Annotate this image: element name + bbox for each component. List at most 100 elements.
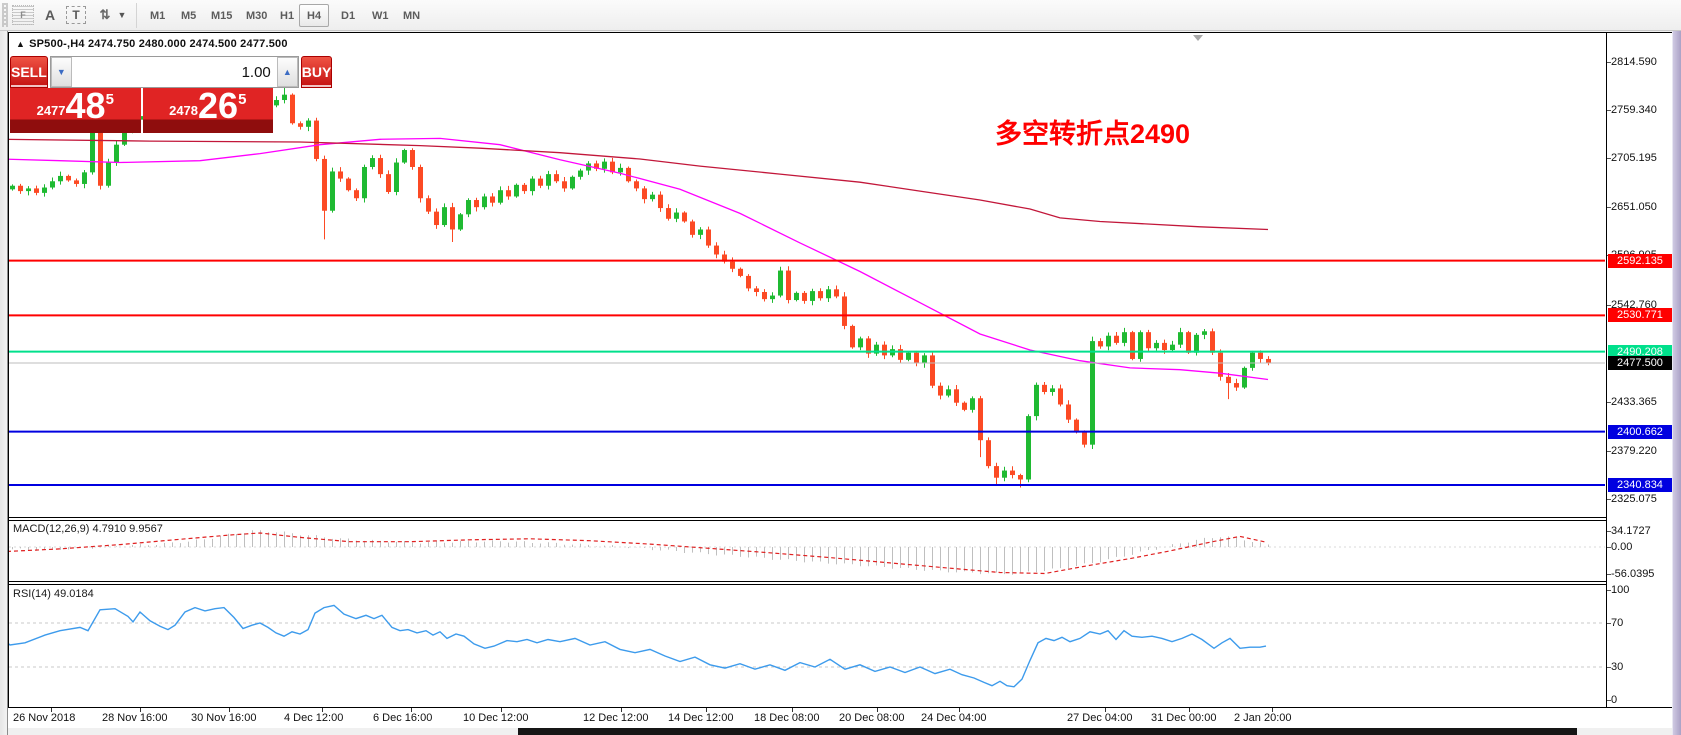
axis-tick-mark <box>1607 574 1611 575</box>
axis-tick-label: 0 <box>1611 694 1618 706</box>
splitter-macd-rsi[interactable] <box>8 581 1607 582</box>
price-level-badge: 2477.500 <box>1608 356 1672 370</box>
buy-button[interactable]: BUY <box>300 56 333 88</box>
axis-tick-mark <box>1607 623 1611 624</box>
text-label-icon[interactable]: A <box>44 7 56 23</box>
time-tick-mark <box>1189 708 1190 712</box>
time-tick-label: 18 Dec 08:00 <box>754 712 820 724</box>
axis-tick-mark <box>1607 451 1611 452</box>
sell-price-display[interactable]: 2477 48 5 <box>10 88 141 133</box>
buy-price-whole: 2478 <box>169 103 199 118</box>
price-level-badge: 2530.771 <box>1608 308 1672 322</box>
time-tick-label: 20 Dec 08:00 <box>839 712 905 724</box>
splitter-main-macd[interactable] <box>8 517 1607 518</box>
vertical-scrollbar[interactable] <box>1672 31 1681 735</box>
time-tick-mark <box>959 708 960 712</box>
tab-d1[interactable]: D1 <box>341 9 356 22</box>
time-tick-mark <box>1105 708 1106 712</box>
volume-input[interactable] <box>71 57 277 87</box>
time-tick-label: 31 Dec 00:00 <box>1151 712 1217 724</box>
axis-tick-label: 2814.590 <box>1611 56 1657 68</box>
toolbar-grip[interactable] <box>2 3 8 27</box>
time-tick-label: 2 Jan 20:00 <box>1234 712 1292 724</box>
volume-increase-button[interactable]: ▲ <box>276 57 298 87</box>
time-tick-label: 12 Dec 12:00 <box>583 712 649 724</box>
axis-tick-label: 0.00 <box>1611 541 1633 553</box>
axis-tick-mark <box>1607 700 1611 701</box>
axis-tick-label: 2325.075 <box>1611 493 1657 505</box>
buy-price-pips: 26 <box>198 85 239 126</box>
chart-border-bottom <box>8 707 1673 708</box>
indicator-grid-icon[interactable]: F <box>12 5 34 25</box>
axis-tick-mark <box>1607 110 1611 111</box>
time-tick-label: 27 Dec 04:00 <box>1067 712 1133 724</box>
axis-tick-label: 70 <box>1611 617 1624 629</box>
volume-stepper: ▼ ▲ <box>49 56 299 88</box>
crosshair-tools-icon[interactable]: ⇅ <box>99 7 111 22</box>
tab-w1[interactable]: W1 <box>372 9 389 22</box>
tab-m5[interactable]: M5 <box>181 9 197 22</box>
time-tick-label: 4 Dec 12:00 <box>284 712 344 724</box>
time-tick-label: 28 Nov 16:00 <box>102 712 168 724</box>
sell-price-fraction: 5 <box>105 91 114 108</box>
time-tick-mark <box>322 708 323 712</box>
time-tick-mark <box>411 708 412 712</box>
symbol-marker-icon: ▲ <box>16 39 26 49</box>
axis-tick-label: 34.1727 <box>1611 525 1651 537</box>
toolbar: F A T ⇅ ▼ M1 M5 M15 M30 H1 H4 D1 W1 MN <box>0 0 1681 31</box>
tab-mn[interactable]: MN <box>403 9 421 22</box>
axis-tick-label: 2651.050 <box>1611 201 1657 213</box>
time-tick-mark <box>140 708 141 712</box>
buy-price-fraction: 5 <box>238 91 247 108</box>
axis-tick-label: -56.0395 <box>1611 568 1655 580</box>
time-tick-mark <box>1272 708 1273 712</box>
tab-m30[interactable]: M30 <box>246 9 268 22</box>
macd-border-top <box>8 520 1607 521</box>
sell-price-whole: 2477 <box>36 103 66 118</box>
price-level-badge: 2490.208 <box>1608 345 1672 359</box>
tab-m1[interactable]: M1 <box>150 9 166 22</box>
tab-h4[interactable]: H4 <box>299 4 330 27</box>
rsi-border-top <box>8 584 1607 585</box>
window-left-edge <box>0 31 8 735</box>
axis-tick-mark <box>1607 667 1611 668</box>
time-tick-mark <box>792 708 793 712</box>
time-tick-label: 26 Nov 2018 <box>13 712 76 724</box>
chart-window: 2814.5902759.3402705.1952651.0502596.905… <box>8 32 1673 728</box>
axis-tick-label: 2705.195 <box>1611 152 1657 164</box>
axis-tick-label: 2433.365 <box>1611 396 1657 408</box>
axis-tick-mark <box>1607 590 1611 591</box>
time-tick-mark <box>501 708 502 712</box>
axis-tick-mark <box>1607 531 1611 532</box>
buy-price-display[interactable]: 2478 26 5 <box>142 85 273 133</box>
axis-tick-label: 2379.220 <box>1611 445 1657 457</box>
axis-tick-mark <box>1607 402 1611 403</box>
time-tick-label: 6 Dec 16:00 <box>373 712 433 724</box>
axis-tick-label: 2759.340 <box>1611 104 1657 116</box>
time-tick-label: 30 Nov 16:00 <box>191 712 257 724</box>
axis-tick-mark <box>1607 158 1611 159</box>
price-level-badge: 2400.662 <box>1608 425 1672 439</box>
axis-tick-label: 100 <box>1611 584 1630 596</box>
time-tick-mark <box>51 708 52 712</box>
chevron-down-icon[interactable]: ▼ <box>117 10 127 20</box>
time-tick-label: 14 Dec 12:00 <box>668 712 734 724</box>
time-axis[interactable]: 26 Nov 2018 28 Nov 16:00 30 Nov 16:00 4 Dec… <box>8 708 1599 728</box>
toolbar-separator <box>136 3 137 28</box>
axis-line <box>1606 32 1607 707</box>
tab-m15[interactable]: M15 <box>211 9 233 22</box>
chart-shift-marker-icon[interactable] <box>1193 35 1203 41</box>
text-box-icon[interactable]: T <box>66 6 86 24</box>
price-axis[interactable]: 2814.5902759.3402705.1952651.0502596.905… <box>1607 33 1673 728</box>
time-tick-mark <box>229 708 230 712</box>
time-tick-mark <box>706 708 707 712</box>
sell-button[interactable]: SELL <box>10 56 48 88</box>
time-tick-mark <box>877 708 878 712</box>
axis-tick-mark <box>1607 62 1611 63</box>
volume-decrease-button[interactable]: ▼ <box>50 57 72 87</box>
sell-price-pips: 48 <box>65 85 106 126</box>
tab-h1[interactable]: H1 <box>280 9 295 22</box>
chart-border-top <box>8 32 1673 33</box>
annotation-text: 多空转折点2490 <box>995 119 1191 149</box>
